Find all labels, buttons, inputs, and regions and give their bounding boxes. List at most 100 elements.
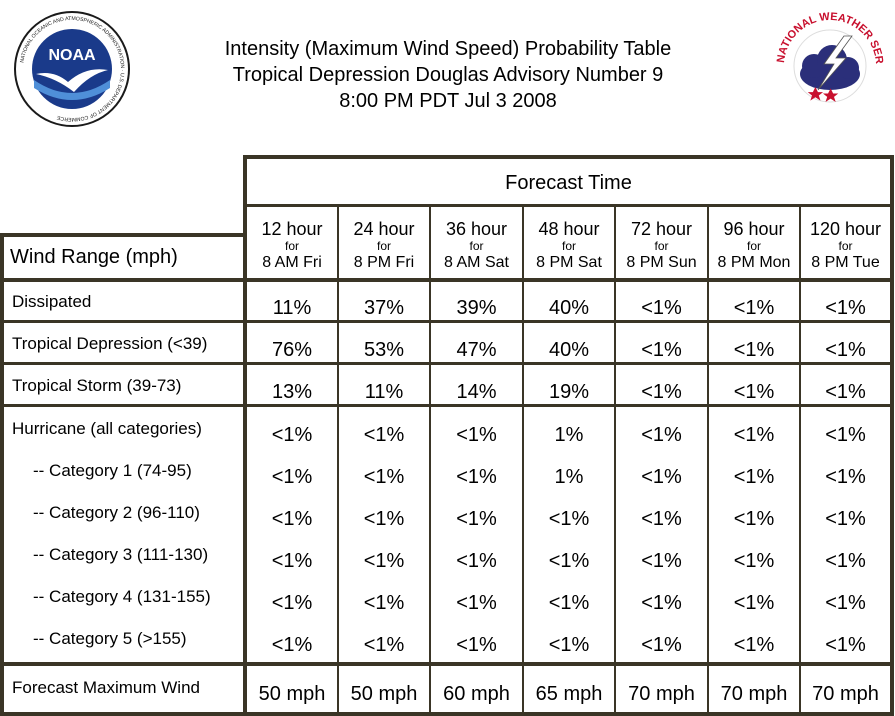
grid-line (799, 204, 801, 716)
column-time: 8 PM Mon (717, 254, 791, 271)
row-label-tropical-storm: Tropical Storm (39-73) (12, 376, 182, 395)
grid-line (0, 404, 893, 407)
noaa-logo-text: NOAA (48, 47, 96, 64)
column-for: for (746, 239, 761, 253)
column-hour: 36 hour (445, 219, 508, 239)
table-cell: <1% (456, 634, 497, 656)
column-for: for (376, 239, 391, 253)
column-time: 8 PM Fri (353, 254, 415, 271)
table-cell: <1% (825, 339, 866, 361)
row-label-hurricane: Hurricane (all categories) (12, 419, 202, 438)
table-cell: <1% (456, 424, 497, 446)
table-cell: <1% (456, 592, 497, 614)
table-cell: 40% (548, 297, 590, 319)
column-time: 8 PM Sat (536, 254, 602, 271)
table-cell: <1% (641, 466, 682, 488)
table-cell: <1% (641, 339, 682, 361)
table-cell: 14% (456, 381, 497, 403)
table-cell: 70 mph (628, 683, 695, 705)
table-cell: <1% (363, 508, 405, 530)
table-cell: <1% (641, 381, 682, 403)
table-cell: <1% (733, 550, 775, 572)
table-cell: 47% (456, 339, 497, 361)
table-cell: 60 mph (443, 683, 510, 705)
table-cell: <1% (271, 550, 313, 572)
table-cell: 50 mph (258, 683, 326, 705)
table-cell: <1% (548, 592, 590, 614)
row-label-category-5: -- Category 5 (>155) (33, 629, 187, 648)
table-cell: <1% (825, 381, 866, 403)
table-cell: <1% (733, 508, 775, 530)
column-hour: 48 hour (538, 219, 600, 239)
table-cell: <1% (548, 634, 590, 656)
table-cell: <1% (733, 634, 775, 656)
grid-line (522, 204, 524, 716)
table-cell: <1% (641, 550, 682, 572)
table-cell: <1% (825, 466, 866, 488)
title-line-1: Intensity (Maximum Wind Speed) Probabili… (224, 38, 672, 60)
column-for: for (469, 239, 484, 253)
column-for: for (654, 239, 669, 253)
grid-line (243, 155, 893, 159)
table-cell: <1% (456, 550, 497, 572)
title-line-3: 8:00 PM PDT Jul 3 2008 (339, 90, 557, 112)
column-hour: 96 hour (723, 219, 785, 239)
nws-logo: NATIONAL WEATHER SERVICE (770, 0, 886, 130)
table-cell: <1% (733, 424, 775, 446)
row-label-category-2: -- Category 2 (96-110) (33, 503, 200, 522)
table-cell: <1% (271, 592, 313, 614)
table-cell: <1% (641, 297, 682, 319)
column-header: 12 hour for 8 AM Fri (247, 218, 337, 278)
row-label-forecast-max-wind: Forecast Maximum Wind (12, 678, 200, 697)
wind-range-header: Wind Range (mph) (10, 246, 178, 268)
table-cell: 40% (548, 339, 590, 361)
column-for: for (284, 239, 299, 253)
table-cell: <1% (548, 508, 590, 530)
grid-line (243, 204, 893, 207)
column-time: 8 PM Tue (811, 254, 880, 271)
table-cell: 65 mph (535, 683, 603, 705)
table-cell: <1% (271, 424, 313, 446)
column-header: 96 hour for 8 PM Mon (709, 218, 799, 278)
table-cell: 13% (271, 381, 313, 403)
table-cell: <1% (825, 592, 866, 614)
grid-line (429, 204, 431, 716)
table-cell: 37% (363, 297, 405, 319)
table-cell: <1% (456, 508, 497, 530)
table-cell: <1% (641, 592, 682, 614)
table-cell: <1% (733, 381, 775, 403)
grid-line (0, 233, 4, 716)
row-label-tropical-depression: Tropical Depression (<39) (12, 334, 208, 353)
table-cell: <1% (363, 550, 405, 572)
noaa-logo: NOAA NATIONAL OCEANIC AND ATMOSPHERIC AD… (12, 8, 132, 130)
grid-line (0, 712, 893, 716)
table-cell: <1% (271, 634, 313, 656)
table-cell: 1% (554, 466, 584, 488)
table-cell: 70 mph (720, 683, 788, 705)
grid-line (0, 233, 247, 237)
grid-line (0, 662, 893, 666)
table-cell: <1% (271, 466, 313, 488)
table-cell: <1% (733, 466, 775, 488)
table-cell: 39% (456, 297, 497, 319)
column-header: 72 hour for 8 PM Sun (616, 218, 707, 278)
column-hour: 12 hour (261, 219, 323, 239)
column-time: 8 PM Sun (626, 254, 697, 271)
table-cell: <1% (363, 424, 405, 446)
table-cell: 19% (548, 381, 590, 403)
table-cell: <1% (733, 297, 775, 319)
column-for: for (561, 239, 576, 253)
row-label-category-1: -- Category 1 (74-95) (33, 461, 192, 480)
table-cell: <1% (733, 339, 775, 361)
table-cell: <1% (825, 297, 866, 319)
table-cell: 53% (363, 339, 405, 361)
table-cell: <1% (733, 592, 775, 614)
page-title: Intensity (Maximum Wind Speed) Probabili… (160, 36, 736, 114)
grid-line (0, 278, 893, 282)
table-cell: <1% (641, 508, 682, 530)
row-label-dissipated: Dissipated (12, 292, 92, 311)
table-cell: 1% (554, 424, 584, 446)
row-label-category-3: -- Category 3 (111-130) (33, 545, 209, 564)
table-cell: 70 mph (812, 683, 879, 705)
column-time: 8 AM Sat (444, 254, 509, 271)
